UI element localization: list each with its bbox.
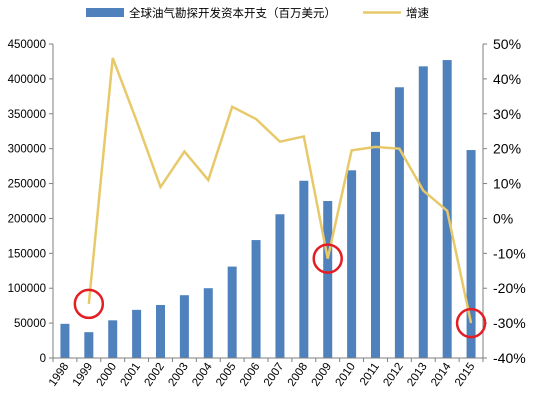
right-tick-label: -40% [493, 350, 526, 366]
left-tick-label: 150000 [8, 248, 46, 260]
bar-2010 [347, 170, 357, 358]
x-tick-label-2004: 2004 [190, 360, 215, 388]
x-tick-label-2003: 2003 [166, 361, 191, 389]
right-tick-label: 40% [493, 71, 521, 87]
left-tick-label: 250000 [8, 179, 46, 191]
right-tick-label: 10% [493, 176, 521, 192]
right-tick-label: 20% [493, 141, 521, 157]
bar-2008 [299, 180, 309, 358]
highlight-circle-2009 [312, 243, 343, 274]
x-tick-label-2000: 2000 [95, 361, 120, 389]
x-tick-label-2008: 2008 [286, 361, 311, 389]
left-tick-label: 0 [40, 353, 46, 365]
bar-2015 [466, 150, 476, 358]
x-tick-label-2006: 2006 [238, 361, 263, 389]
bar-1998 [60, 323, 70, 358]
left-tick-label: 50000 [14, 318, 46, 330]
right-tick-label: 50% [493, 36, 521, 52]
highlight-circle-2015 [455, 307, 487, 339]
bar-2000 [108, 320, 118, 358]
x-tick-label-1999: 1999 [71, 361, 96, 389]
bar-2001 [132, 309, 142, 358]
bar-2006 [251, 240, 261, 358]
x-tick-label-2012: 2012 [381, 361, 406, 389]
x-tick-label-2014: 2014 [429, 360, 454, 388]
bar-2007 [275, 214, 285, 358]
bar-2011 [371, 131, 380, 358]
left-tick-label: 450000 [8, 39, 46, 51]
left-tick-label: 100000 [8, 283, 46, 295]
bar-2004 [203, 288, 213, 358]
right-tick-label: -10% [493, 245, 526, 261]
x-tick-label-2011: 2011 [358, 361, 382, 388]
right-tick-label: 30% [493, 106, 521, 122]
growth-line [87, 57, 473, 324]
bar-2003 [179, 295, 189, 358]
bar-2012 [394, 87, 404, 358]
left-tick-label: 300000 [8, 144, 46, 156]
left-tick-label: 200000 [8, 213, 46, 225]
right-tick-label: -20% [493, 280, 526, 296]
left-tick-label: 400000 [8, 74, 46, 86]
x-tick-label-1998: 1998 [47, 361, 72, 389]
x-tick-label-2015: 2015 [453, 361, 478, 389]
bar-1999 [84, 332, 94, 358]
x-tick-label-2009: 2009 [310, 361, 335, 389]
x-tick-label-2010: 2010 [334, 361, 359, 389]
left-tick-label: 350000 [8, 109, 46, 121]
right-tick-label: 0% [493, 210, 513, 226]
plot-area: 0 50000 100000 150000 200000 250000 300000 3500… [8, 36, 526, 389]
bar-2013 [418, 66, 428, 358]
legend-label-capex: 全球油气勘探开发资本开支（百万美元） [129, 6, 336, 20]
legend-swatch-capex [86, 8, 124, 17]
legend-label-growth: 增速 [406, 6, 429, 20]
x-tick-label-2001: 2001 [119, 361, 144, 389]
bar-2002 [156, 304, 165, 358]
x-tick-label-2002: 2002 [142, 361, 167, 389]
bar-2014 [442, 60, 452, 359]
right-tick-label: -30% [493, 315, 526, 331]
x-tick-label-2005: 2005 [214, 361, 239, 389]
chart-legend: 全球油气勘探开发资本开支（百万美元） 增速 [86, 6, 429, 20]
x-tick-label-2007: 2007 [262, 361, 287, 389]
x-tick-label-2013: 2013 [405, 361, 430, 389]
bar-2009 [323, 201, 333, 358]
bar-2005 [227, 266, 237, 358]
highlight-circle-1999 [73, 288, 105, 320]
